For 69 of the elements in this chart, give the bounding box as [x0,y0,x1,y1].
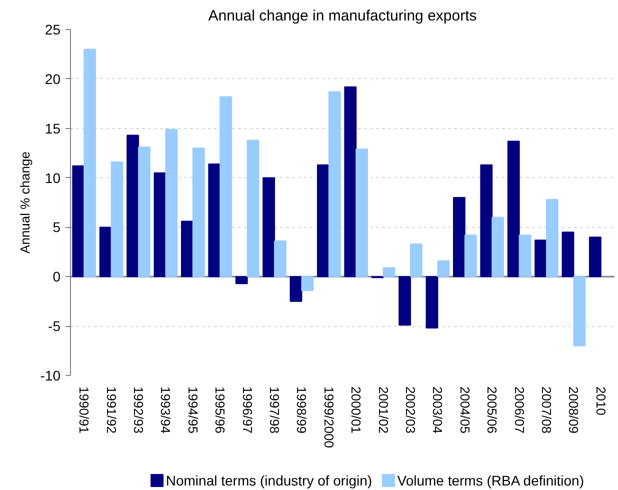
x-tick-label: 1996/97 [240,386,255,434]
bar [518,234,532,278]
x-tick-label: 1991/92 [104,386,119,434]
bar [534,240,547,278]
x-tick-label: 1998/99 [294,386,310,434]
bar [126,134,139,278]
y-axis-title: Annual % change [17,152,32,254]
y-tick-label: 20 [44,70,61,87]
bar [301,276,314,291]
bar [262,177,275,278]
bar [356,148,368,278]
bar [290,276,302,302]
bar [410,244,422,278]
bar [492,216,504,278]
x-tick-label: 2002/03 [403,386,418,434]
y-tick-label: 15 [44,120,61,136]
x-tick-label: 2006/07 [512,386,527,434]
x-tick-label: 2004/05 [457,386,472,434]
bar [165,128,178,278]
x-tick-label: 1992/93 [131,386,146,434]
x-tick-label: 1994/95 [185,386,200,434]
bar [507,140,520,278]
y-tick-label: 10 [44,170,61,186]
bar [426,276,438,329]
x-tick-label: 1999/2000 [321,386,336,448]
bar [235,276,248,284]
y-tick-label: -10 [40,368,61,384]
bar [562,232,574,278]
bar [110,161,124,278]
bar [316,164,330,278]
bar [208,163,221,278]
x-tick-label: 2008/09 [566,386,582,434]
bar [480,164,493,278]
bar [180,220,194,278]
x-tick-label: 1997/98 [267,386,282,434]
bar [588,236,602,278]
y-tick-label: -5 [48,318,61,334]
chart-title: Annual change in manufacturing exports [208,8,477,24]
bar [398,276,411,326]
x-tick-label: 1995/96 [212,386,228,434]
bar [464,234,477,278]
bar [192,148,205,278]
bar [138,146,150,278]
bar [344,86,357,278]
x-tick-label: 2010 [593,386,608,416]
bar [220,96,232,278]
bar [72,165,85,278]
x-tick-label: 1993/94 [158,386,174,434]
bar [99,226,112,278]
bar [328,91,341,278]
bar [84,48,96,278]
x-tick-label: 2005/06 [484,386,500,434]
bar [246,140,260,278]
x-tick-label: 2000/01 [348,386,364,434]
y-tick-label: 5 [52,219,61,236]
x-tick-label: 2001/02 [376,386,391,434]
x-tick-label: 2007/08 [539,386,554,434]
bar [437,260,450,278]
legend-label: Nominal terms (industry of origin) [166,472,372,488]
legend-label: Volume terms (RBA definition) [397,472,584,488]
y-tick-label: 25 [44,22,61,38]
bar [573,276,586,346]
x-tick-label: 1990/91 [76,386,92,434]
bar [546,199,558,278]
y-tick-label: 0 [52,268,61,285]
bar [452,197,466,278]
bar [382,267,396,278]
bar [274,240,286,278]
x-tick-label: 2003/04 [430,386,446,434]
